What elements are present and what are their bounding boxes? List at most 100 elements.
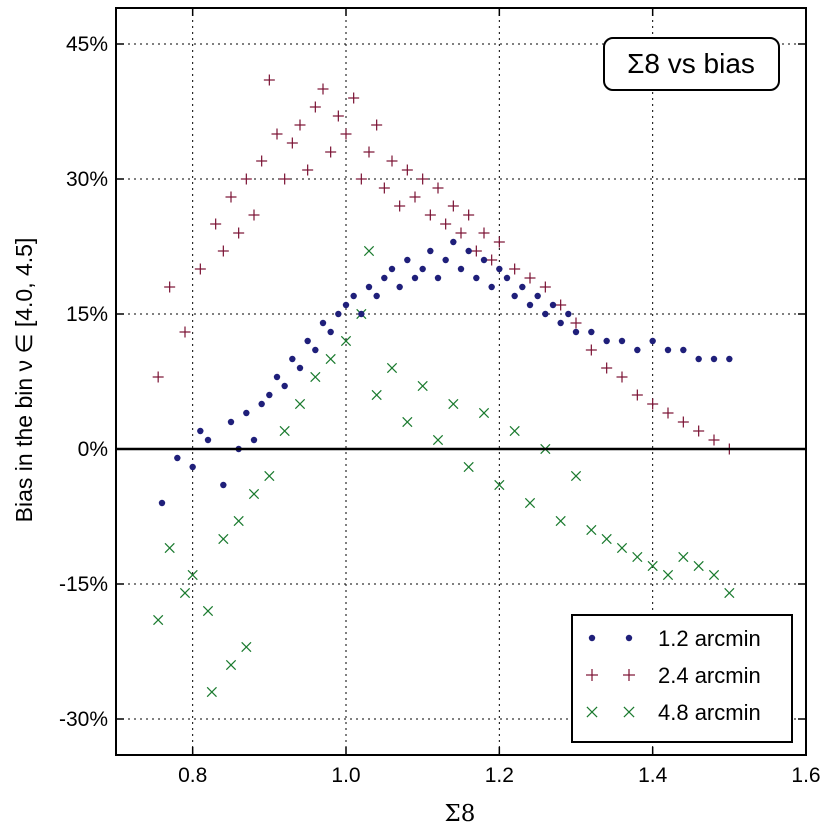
- legend-marker: [625, 634, 633, 642]
- data-point-plus: [409, 191, 421, 203]
- data-point-dot: [534, 292, 541, 300]
- data-point-dot: [480, 256, 488, 264]
- data-point-cross: [662, 569, 674, 581]
- data-point-dot: [312, 346, 319, 354]
- data-point-dot: [588, 328, 595, 336]
- axis-ticks: 0.8 1.0 1.2 1.4 1.6 45% 30% 15% 0% -15% -30%: [59, 8, 821, 787]
- data-point-dot: [289, 355, 296, 363]
- data-point-dot: [511, 292, 518, 300]
- legend-entry: 4.8 arcmin: [586, 700, 761, 725]
- data-point-cross: [218, 533, 229, 545]
- data-point-plus: [417, 173, 429, 185]
- data-point-cross: [647, 560, 658, 572]
- data-point-dot: [411, 274, 419, 282]
- data-point-dot: [227, 418, 235, 426]
- data-point-cross: [202, 605, 214, 617]
- data-point-plus: [539, 281, 551, 293]
- data-point-dot: [197, 427, 204, 435]
- y-tick-label: -30%: [59, 708, 108, 731]
- data-point-dot: [189, 463, 196, 471]
- y-tick-label: 15%: [66, 303, 108, 326]
- series-cross: [153, 245, 735, 698]
- data-point-cross: [616, 542, 628, 554]
- data-point-dot: [273, 373, 281, 381]
- data-point-plus: [432, 182, 444, 194]
- data-point-dot: [519, 283, 526, 291]
- data-point-dot: [572, 328, 580, 336]
- data-point-dot: [396, 283, 403, 291]
- data-point-cross: [555, 515, 566, 527]
- data-point-plus: [286, 137, 298, 149]
- data-point-cross: [264, 470, 275, 482]
- data-point-cross: [153, 614, 164, 626]
- data-point-cross: [509, 425, 520, 437]
- data-point-dot: [488, 283, 495, 291]
- data-point-plus: [585, 344, 597, 356]
- data-point-plus: [478, 227, 490, 239]
- data-point-cross: [632, 551, 643, 563]
- data-point-plus: [708, 434, 720, 446]
- data-point-dot: [419, 265, 426, 273]
- data-point-plus: [386, 155, 398, 167]
- data-point-dot: [388, 265, 396, 273]
- data-point-cross: [432, 434, 444, 446]
- legend-marker: [588, 634, 596, 642]
- data-point-plus: [256, 155, 268, 167]
- data-point-plus: [647, 398, 659, 410]
- data-points: [152, 74, 735, 698]
- plot-frame: [115, 7, 807, 756]
- data-point-plus: [493, 236, 505, 248]
- data-point-cross: [448, 398, 459, 410]
- data-point-dot: [695, 355, 702, 363]
- data-point-dot: [680, 346, 687, 354]
- legend: 1.2 arcmin 2.4 arcmin 4.8 arcmin: [571, 614, 793, 743]
- data-point-dot: [319, 319, 327, 327]
- legend-entry: 2.4 arcmin: [586, 663, 761, 688]
- data-point-plus: [524, 272, 536, 284]
- data-point-cross: [708, 569, 720, 581]
- legend-label: 2.4 arcmin: [658, 663, 761, 688]
- data-point-dot: [496, 265, 503, 273]
- x-tick-label: 1.0: [331, 764, 360, 787]
- data-point-plus: [294, 119, 306, 131]
- data-point-cross: [325, 353, 336, 365]
- legend-marker: [586, 669, 598, 681]
- x-axis-label: Σ8: [445, 801, 476, 827]
- data-point-cross: [363, 245, 375, 257]
- y-axis-label: Bias in the bin ν ∈ [4.0, 4.5]: [11, 238, 37, 523]
- data-point-plus: [440, 218, 452, 230]
- data-point-dot: [335, 310, 342, 318]
- data-point-cross: [225, 659, 237, 671]
- data-point-cross: [724, 587, 735, 599]
- y-tick-label: 0%: [78, 438, 108, 461]
- data-point-dot: [542, 310, 549, 318]
- data-point-dot: [710, 355, 718, 363]
- data-point-plus: [355, 173, 367, 185]
- legend-marker: [623, 706, 635, 718]
- data-point-plus: [240, 173, 252, 185]
- data-point-dot: [358, 310, 365, 318]
- legend-marker: [586, 706, 598, 718]
- data-point-plus: [486, 254, 498, 266]
- data-point-plus: [179, 326, 191, 338]
- legend-entry: 1.2 arcmin: [588, 626, 761, 651]
- data-point-plus: [401, 164, 413, 176]
- title-box: Σ8 vs bias: [603, 37, 780, 91]
- y-tick-label: 30%: [66, 168, 108, 191]
- data-point-cross: [294, 398, 306, 410]
- legend-label: 1.2 arcmin: [658, 626, 761, 651]
- data-point-plus: [164, 281, 176, 293]
- data-point-dot: [243, 409, 250, 417]
- data-point-plus: [233, 227, 245, 239]
- data-point-cross: [241, 641, 252, 653]
- data-point-cross: [206, 686, 217, 698]
- data-point-cross: [164, 542, 175, 554]
- data-point-plus: [631, 389, 643, 401]
- data-point-dot: [634, 346, 641, 354]
- data-point-cross: [417, 380, 428, 392]
- legend-label: 4.8 arcmin: [658, 700, 761, 725]
- data-point-dot: [365, 283, 373, 291]
- data-point-plus: [152, 371, 164, 383]
- data-point-plus: [447, 200, 459, 212]
- data-point-plus: [217, 245, 229, 257]
